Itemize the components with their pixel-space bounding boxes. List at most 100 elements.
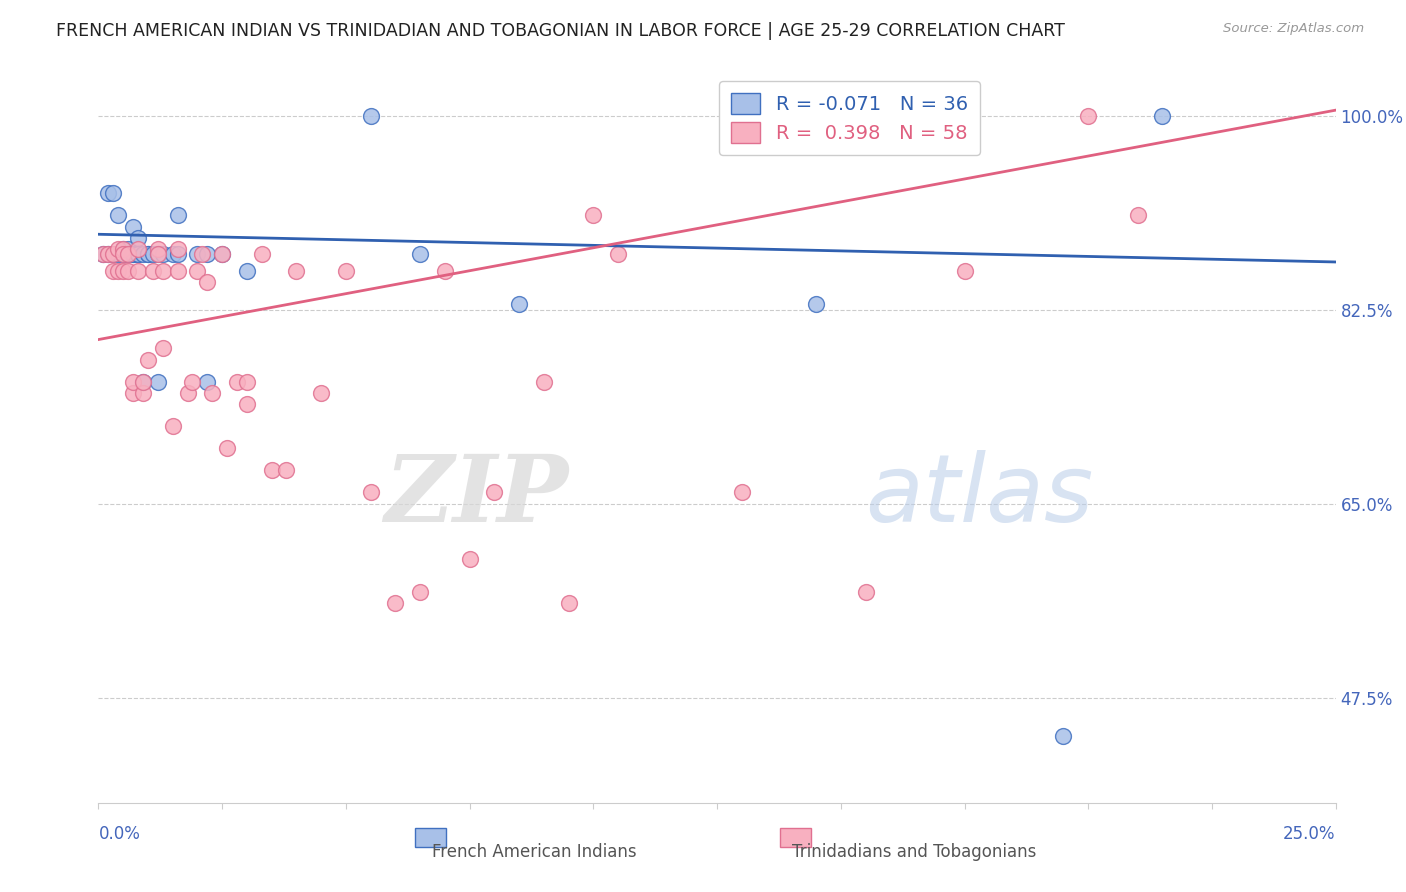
Point [953,264,976,278]
Point [132,375,155,389]
Point [607,247,630,261]
Point [146,375,169,389]
Point [122,247,145,261]
Point [112,242,135,256]
Point [309,385,332,400]
Point [112,242,135,256]
Point [136,352,159,367]
Point [508,297,530,311]
Point [250,247,273,261]
Point [136,247,159,261]
Text: French American Indians: French American Indians [432,843,637,861]
Point [107,264,129,278]
Point [166,264,188,278]
Point [1126,209,1149,223]
Point [117,264,139,278]
Point [112,247,135,261]
Point [122,247,145,261]
Point [127,242,149,256]
Point [226,375,249,389]
Point [186,264,208,278]
Point [433,264,456,278]
Point [162,247,184,261]
Point [132,385,155,400]
Point [97,247,120,261]
Point [127,247,149,261]
Point [136,247,159,261]
Point [117,247,139,261]
Point [107,242,129,256]
Point [146,242,169,256]
Point [1152,109,1174,123]
Point [1052,729,1074,743]
Text: Trinidadians and Tobagonians: Trinidadians and Tobagonians [792,843,1036,861]
Point [132,375,155,389]
Point [201,385,224,400]
Point [557,596,579,610]
Text: FRENCH AMERICAN INDIAN VS TRINIDADIAN AND TOBAGONIAN IN LABOR FORCE | AGE 25-29 : FRENCH AMERICAN INDIAN VS TRINIDADIAN AN… [56,22,1066,40]
Point [236,264,259,278]
Point [533,375,555,389]
Point [236,375,259,389]
Point [166,247,188,261]
Point [236,397,259,411]
Legend: R = -0.071   N = 36, R =  0.398   N = 58: R = -0.071 N = 36, R = 0.398 N = 58 [720,81,980,154]
Point [176,385,198,400]
Point [260,463,283,477]
Point [132,247,155,261]
Point [93,247,115,261]
Point [112,247,135,261]
Point [384,596,406,610]
Point [195,247,218,261]
Point [117,247,139,261]
Point [152,264,174,278]
Point [152,342,174,356]
Point [181,375,204,389]
Point [484,485,506,500]
Point [195,375,218,389]
Text: ZIP: ZIP [384,450,568,541]
Text: 0.0%: 0.0% [98,825,141,843]
Point [122,375,145,389]
Point [152,247,174,261]
Point [117,247,139,261]
Point [191,247,214,261]
Point [107,209,129,223]
Point [285,264,308,278]
Point [409,247,432,261]
Point [211,247,233,261]
Text: 25.0%: 25.0% [1284,825,1336,843]
Text: atlas: atlas [866,450,1094,541]
Point [360,109,382,123]
Point [217,441,239,455]
Point [804,297,827,311]
Point [112,247,135,261]
Point [103,186,125,201]
Point [195,275,218,289]
Point [103,247,125,261]
Point [97,186,120,201]
Point [103,247,125,261]
Point [122,385,145,400]
Point [582,209,605,223]
Text: Source: ZipAtlas.com: Source: ZipAtlas.com [1223,22,1364,36]
Point [127,230,149,244]
Point [335,264,357,278]
Point [142,247,165,261]
Point [409,585,432,599]
Point [211,247,233,261]
Point [107,247,129,261]
Point [117,242,139,256]
Point [103,264,125,278]
Point [142,264,165,278]
Point [97,247,120,261]
Point [166,242,188,256]
Point [162,419,184,434]
Point [127,264,149,278]
Point [166,209,188,223]
Point [458,552,481,566]
Point [112,264,135,278]
Point [127,247,149,261]
Point [146,247,169,261]
Point [731,485,754,500]
